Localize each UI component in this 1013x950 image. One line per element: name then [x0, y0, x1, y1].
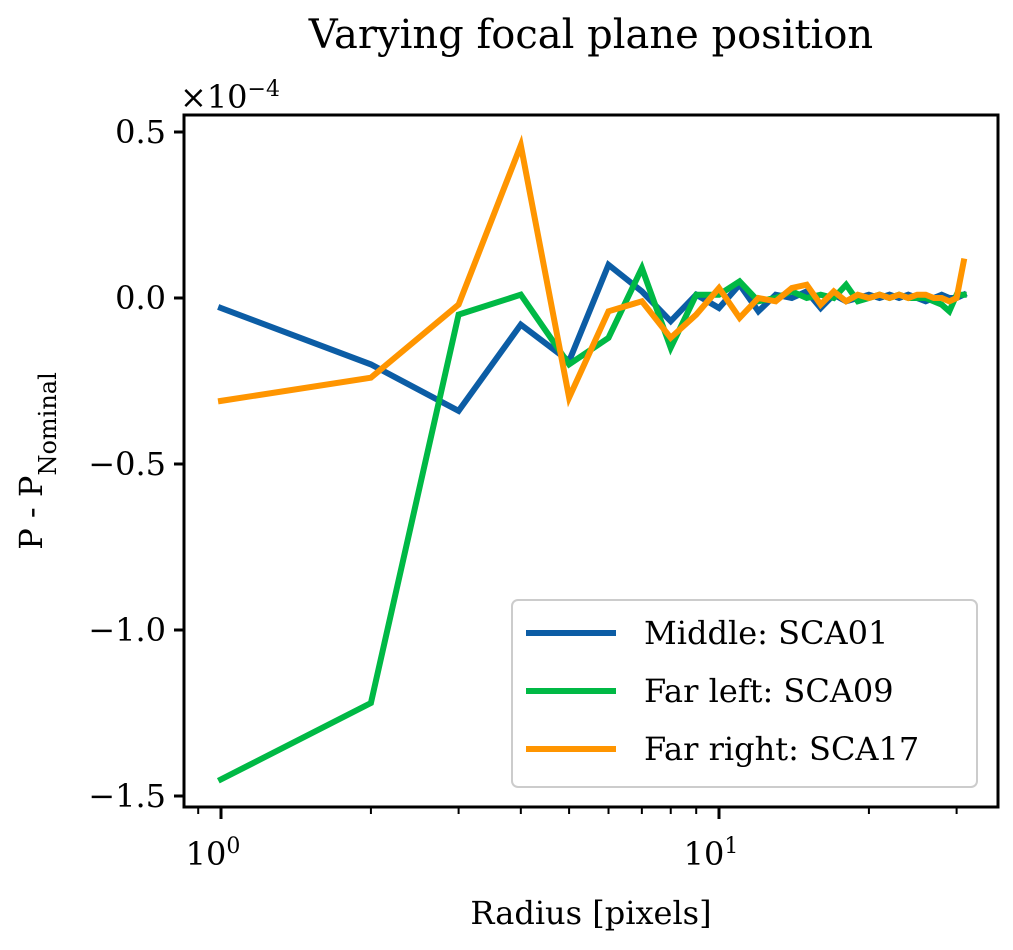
legend-label-2: Far left: SCA09 — [644, 672, 894, 710]
y-axis-ticks: 0.5 0.0 −0.5 −1.0 −1.5 — [88, 113, 184, 815]
x-tick-label: 100 — [186, 834, 241, 874]
series-line-2 — [216, 260, 967, 784]
x-axis-label: Radius [pixels] — [470, 894, 711, 932]
legend-box — [511, 599, 978, 788]
x-axis-ticks: 100 101 — [186, 807, 958, 874]
y-axis-label: P - PNominal — [12, 372, 62, 550]
legend-label-1: Middle: SCA01 — [644, 614, 888, 652]
y-tick-label: 0.5 — [115, 113, 166, 151]
legend: Middle: SCA01 Far left: SCA09 Far right: S… — [511, 599, 978, 788]
y-axis-offset-label: ×10−4 — [180, 77, 280, 117]
y-tick-label: −1.0 — [88, 611, 166, 649]
series-layer — [216, 134, 968, 784]
series-line-1 — [217, 259, 968, 415]
legend-label-3: Far right: SCA17 — [644, 730, 919, 768]
x-tick-label: 101 — [684, 834, 739, 874]
y-tick-label: −0.5 — [88, 445, 166, 483]
series-line-3 — [217, 134, 968, 408]
y-tick-label: −1.5 — [88, 777, 166, 815]
y-tick-label: 0.0 — [115, 279, 166, 317]
chart-title: Varying focal plane position — [308, 12, 873, 58]
plot-area-frame — [182, 113, 1000, 809]
